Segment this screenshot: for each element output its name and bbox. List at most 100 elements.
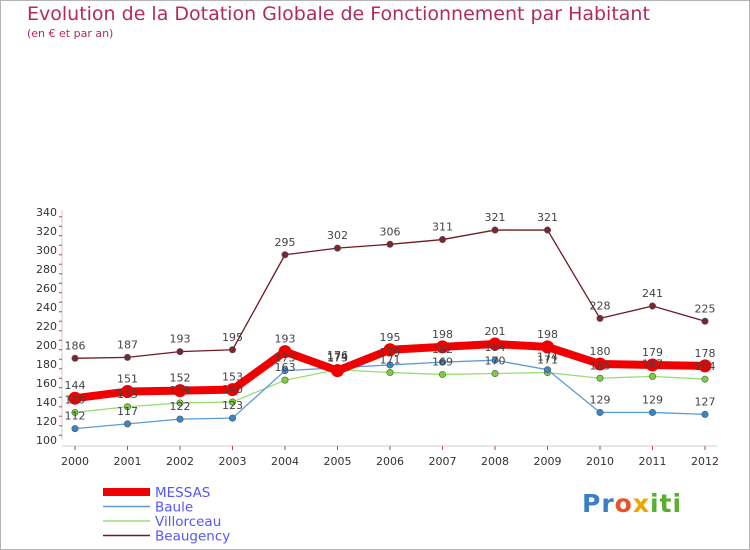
y-tick-label: 320 <box>36 225 57 238</box>
x-tick-label: 2005 <box>324 455 352 468</box>
data-label: 173 <box>327 352 348 365</box>
data-label: 151 <box>117 373 138 386</box>
data-point <box>698 359 712 373</box>
data-point <box>438 370 446 378</box>
logo-part: x <box>632 489 650 518</box>
data-point <box>71 408 79 416</box>
data-label: 179 <box>380 346 401 359</box>
data-point <box>176 348 184 356</box>
data-label: 241 <box>642 287 663 300</box>
data-point <box>386 240 394 248</box>
data-label: 180 <box>590 345 611 358</box>
data-label: 186 <box>65 339 86 352</box>
data-point <box>648 372 656 380</box>
data-label: 201 <box>485 325 506 338</box>
data-point <box>278 345 292 359</box>
x-tick-label: 2000 <box>61 455 89 468</box>
x-tick-label: 2006 <box>376 455 404 468</box>
data-point <box>124 353 132 361</box>
data-point <box>229 346 237 354</box>
series-layer <box>68 226 712 433</box>
data-label: 117 <box>117 405 138 418</box>
data-label: 198 <box>537 328 558 341</box>
data-point <box>71 354 79 362</box>
data-point <box>173 384 187 398</box>
y-tick-label: 340 <box>36 206 57 219</box>
legend-label: MESSAS <box>155 485 210 501</box>
data-label: 144 <box>65 379 86 392</box>
data-point <box>491 369 499 377</box>
y-tick-label: 260 <box>36 282 57 295</box>
data-point <box>596 408 604 416</box>
data-point <box>281 251 289 259</box>
data-label: 112 <box>65 410 86 423</box>
data-point <box>436 340 449 354</box>
data-point <box>226 383 239 397</box>
data-label: 140 <box>222 383 243 396</box>
data-point <box>701 410 709 418</box>
data-label: 169 <box>432 355 453 368</box>
data-label: 167 <box>642 357 663 370</box>
data-label: 129 <box>590 393 611 406</box>
data-point <box>71 425 79 433</box>
data-point <box>646 358 659 372</box>
data-label: 123 <box>222 399 243 412</box>
data-label: 198 <box>432 328 453 341</box>
data-label: 225 <box>695 302 716 315</box>
data-point <box>386 369 394 377</box>
y-tick-label: 200 <box>36 339 57 352</box>
data-label: 187 <box>117 338 138 351</box>
y-tick-label: 100 <box>36 434 57 447</box>
data-point <box>281 367 289 375</box>
data-point <box>331 364 344 378</box>
data-point <box>488 337 502 351</box>
x-tick-label: 2009 <box>534 455 562 468</box>
data-label: 184 <box>485 341 506 354</box>
data-label: 193 <box>275 333 296 346</box>
data-label: 195 <box>222 331 243 344</box>
data-label: 171 <box>380 354 401 367</box>
y-tick-label: 280 <box>36 263 57 276</box>
y-tick-label: 120 <box>36 415 57 428</box>
data-point <box>541 340 554 354</box>
data-point <box>491 226 499 234</box>
data-label: 182 <box>432 343 453 356</box>
x-tick-label: 2003 <box>219 455 247 468</box>
data-point <box>438 236 446 244</box>
y-tick-label: 240 <box>36 301 57 314</box>
data-label: 153 <box>222 371 243 384</box>
data-label: 174 <box>537 351 558 364</box>
data-point <box>229 414 237 422</box>
data-point <box>124 420 132 428</box>
data-point <box>124 403 132 411</box>
logo-part: o <box>614 489 633 518</box>
data-point <box>68 391 82 405</box>
data-label: 164 <box>695 360 716 373</box>
data-label: 173 <box>275 352 296 365</box>
data-label: 228 <box>590 299 611 312</box>
data-labels: 186 187 193 195 295 302 306 311 321 321 228 241 225 1… <box>65 211 716 423</box>
legend-label: Beaugency <box>155 529 230 545</box>
data-point <box>543 226 551 234</box>
axes: 100 120 140 160 180 200 220 240 260 280 300 320 340 2… <box>36 206 719 468</box>
x-tick-label: 2011 <box>639 455 667 468</box>
data-label: 306 <box>380 225 401 238</box>
chart-subtitle: (en € et par an) <box>27 27 114 40</box>
data-point <box>386 361 394 369</box>
x-tick-label: 2010 <box>586 455 614 468</box>
data-point <box>596 314 604 322</box>
data-label: 122 <box>170 400 191 413</box>
data-point <box>438 358 446 366</box>
data-label: 170 <box>485 355 506 368</box>
x-tick-label: 2001 <box>114 455 142 468</box>
x-tick-label: 2007 <box>429 455 457 468</box>
data-label: 129 <box>642 393 663 406</box>
data-label: 178 <box>695 347 716 360</box>
data-point <box>229 398 237 406</box>
data-point <box>648 408 656 416</box>
data-label: 321 <box>485 211 506 224</box>
data-point <box>593 357 607 371</box>
data-label: 311 <box>432 221 453 234</box>
